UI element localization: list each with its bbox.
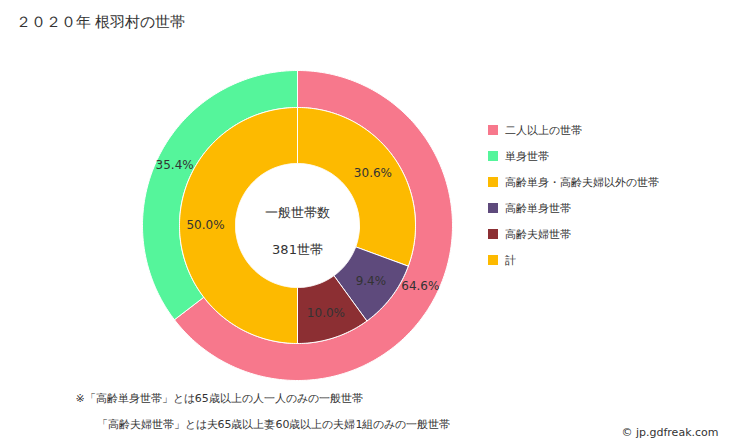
svg-text:２０２０年 根羽村の世帯: ２０２０年 根羽村の世帯	[16, 13, 186, 31]
svg-text:© jp.gdfreak.com: © jp.gdfreak.com	[621, 426, 718, 439]
svg-text:30.6%: 30.6%	[354, 166, 392, 180]
svg-text:381世帯: 381世帯	[272, 242, 323, 257]
svg-text:「高齢夫婦世帯」とは夫65歳以上妻60歳以上の夫婦1組のみの: 「高齢夫婦世帯」とは夫65歳以上妻60歳以上の夫婦1組のみの一般世帯	[97, 418, 451, 431]
svg-text:高齢単身・高齢夫婦以外の世帯: 高齢単身・高齢夫婦以外の世帯	[505, 176, 659, 189]
svg-text:※「高齢単身世帯」とは65歳以上の人一人のみの一般世帯: ※「高齢単身世帯」とは65歳以上の人一人のみの一般世帯	[76, 392, 363, 405]
svg-text:50.0%: 50.0%	[186, 218, 224, 232]
svg-text:高齢夫婦世帯: 高齢夫婦世帯	[505, 228, 571, 241]
svg-text:10.0%: 10.0%	[307, 306, 345, 320]
svg-text:高齢単身世帯: 高齢単身世帯	[505, 202, 571, 215]
svg-text:9.4%: 9.4%	[356, 274, 387, 288]
svg-text:64.6%: 64.6%	[401, 279, 439, 293]
svg-text:単身世帯: 単身世帯	[505, 150, 549, 163]
svg-text:一般世帯数: 一般世帯数	[265, 205, 330, 220]
svg-text:35.4%: 35.4%	[156, 158, 194, 172]
svg-text:計: 計	[505, 254, 516, 267]
svg-text:二人以上の世帯: 二人以上の世帯	[505, 124, 582, 137]
